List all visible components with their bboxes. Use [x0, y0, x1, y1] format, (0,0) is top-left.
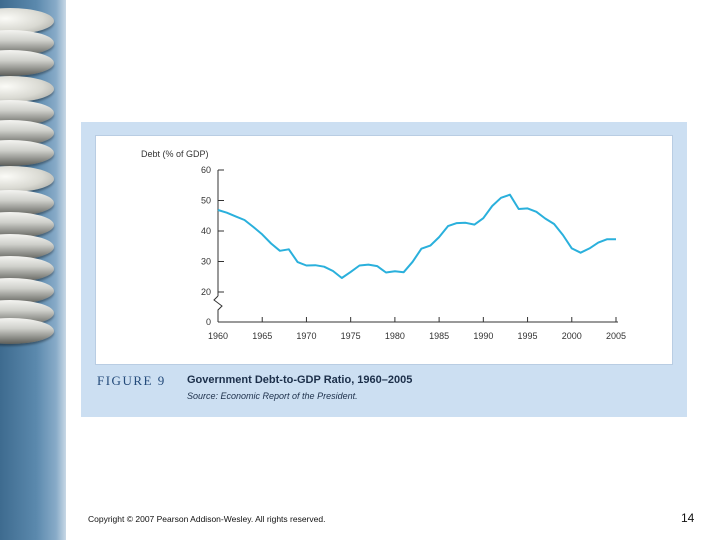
figure-label: FIGURE 9 — [97, 373, 166, 388]
y-axis-break — [213, 295, 223, 322]
debt-ratio-series-line — [217, 193, 616, 279]
figure-title: Government Debt-to-GDP Ratio, 1960–2005 — [187, 374, 413, 386]
x-tick-label: 2005 — [606, 331, 626, 341]
y-tick-label: 0 — [206, 317, 211, 327]
x-tick-label: 1975 — [341, 331, 361, 341]
x-tick-label: 1995 — [518, 331, 538, 341]
figure-source: Source: Economic Report of the President… — [187, 391, 358, 401]
y-axis-ticks: 0 20 30 40 50 60 — [201, 165, 224, 327]
coin-stack-image — [0, 0, 58, 345]
y-tick-label: 40 — [201, 226, 211, 236]
x-tick-label: 1985 — [429, 331, 449, 341]
y-tick-label: 30 — [201, 257, 211, 267]
copyright-notice: Copyright © 2007 Pearson Addison-Wesley.… — [88, 514, 326, 524]
x-tick-label: 1970 — [296, 331, 316, 341]
x-tick-label: 1960 — [208, 331, 228, 341]
y-tick-label: 50 — [201, 196, 211, 206]
x-tick-label: 1965 — [252, 331, 272, 341]
decorative-side-strip — [0, 0, 66, 540]
y-axis-label: Debt (% of GDP) — [141, 149, 209, 159]
x-tick-label: 2000 — [562, 331, 582, 341]
y-tick-label: 20 — [201, 287, 211, 297]
y-tick-label: 60 — [201, 165, 211, 175]
x-tick-label: 1980 — [385, 331, 405, 341]
x-tick-label: 1990 — [473, 331, 493, 341]
x-axis-ticks: 1960 1965 1970 1975 1980 1985 1990 1995 2000 2005 — [208, 317, 626, 341]
chart-axes — [213, 170, 618, 323]
page-number: 14 — [681, 511, 695, 525]
